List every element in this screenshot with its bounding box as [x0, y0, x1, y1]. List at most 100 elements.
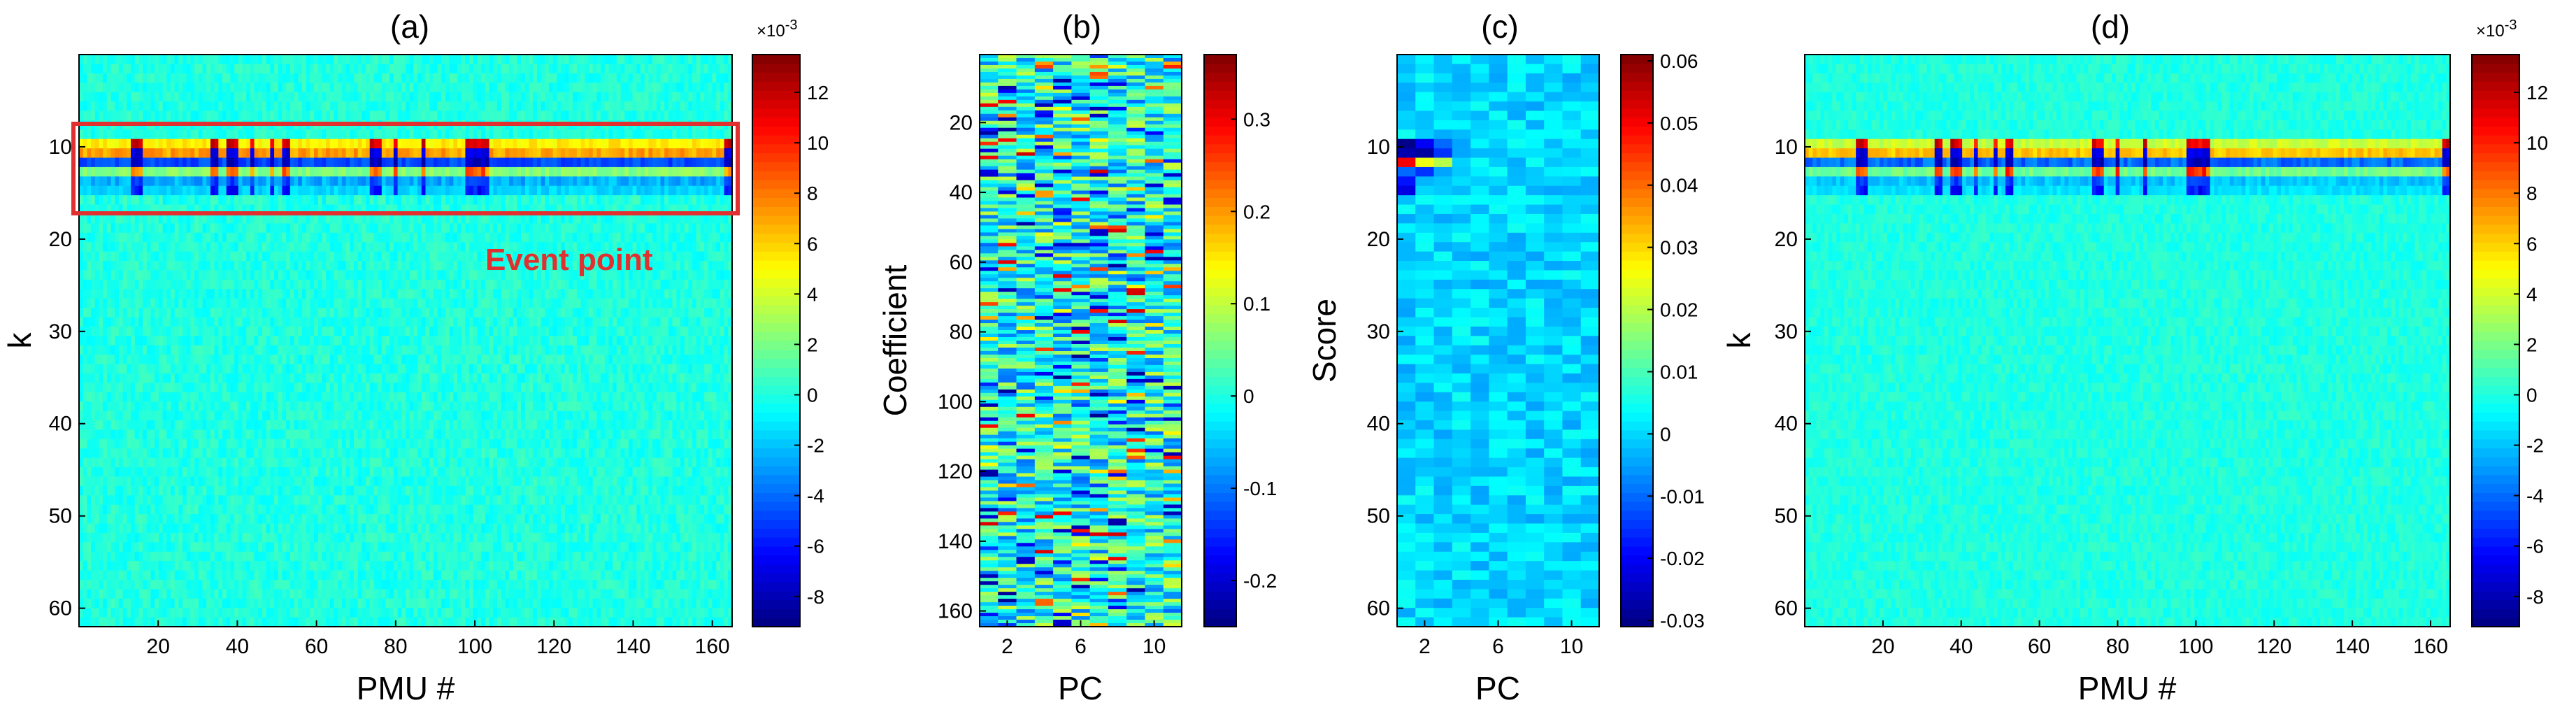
- heatmap-cell: [688, 157, 693, 168]
- heatmap-cell: [286, 185, 291, 196]
- heatmap-cell: [564, 279, 570, 290]
- heatmap-cell: [270, 298, 275, 308]
- heatmap-cell: [680, 176, 685, 187]
- heatmap-cell: [79, 242, 84, 252]
- heatmap-cell: [314, 64, 319, 74]
- heatmap-cell: [704, 148, 709, 159]
- heatmap-cell: [110, 111, 115, 121]
- heatmap-cell: [708, 111, 713, 121]
- heatmap-cell: [127, 213, 131, 224]
- heatmap-cell: [274, 251, 279, 262]
- heatmap-cell: [604, 148, 610, 159]
- heatmap-cell: [198, 298, 203, 308]
- heatmap-cell: [329, 289, 335, 299]
- heatmap-cell: [477, 298, 482, 308]
- heatmap-cell: [362, 326, 366, 336]
- heatmap-cell: [110, 242, 115, 252]
- heatmap-cell: [155, 111, 159, 121]
- heatmap-cell: [214, 223, 219, 234]
- heatmap-cell: [568, 270, 573, 280]
- heatmap-cell: [118, 213, 124, 224]
- heatmap-cell: [465, 111, 470, 121]
- heatmap-cell: [529, 298, 534, 308]
- heatmap-cell: [110, 55, 115, 65]
- heatmap-cell: [481, 308, 486, 318]
- heatmap-cell: [226, 204, 231, 215]
- heatmap-cell: [628, 204, 634, 215]
- heatmap-cell: [266, 232, 271, 243]
- heatmap-cell: [481, 166, 486, 177]
- heatmap-cell: [552, 317, 558, 327]
- heatmap-cell: [524, 148, 530, 159]
- heatmap-cell: [461, 92, 466, 102]
- heatmap-cell: [557, 213, 561, 224]
- heatmap-cell: [632, 261, 637, 271]
- heatmap-cell: [158, 279, 164, 290]
- heatmap-cell: [724, 308, 729, 318]
- heatmap-cell: [397, 111, 402, 121]
- heatmap-cell: [644, 83, 650, 93]
- heatmap-cell: [242, 195, 247, 206]
- heatmap-cell: [413, 242, 418, 252]
- heatmap-cell: [564, 92, 570, 102]
- heatmap-cell: [493, 92, 498, 102]
- heatmap-cell: [557, 92, 561, 102]
- heatmap-cell: [143, 111, 148, 121]
- heatmap-cell: [604, 204, 610, 215]
- heatmap-cell: [509, 157, 514, 168]
- heatmap-cell: [445, 148, 450, 159]
- heatmap-cell: [326, 270, 331, 280]
- heatmap-cell: [138, 223, 143, 234]
- heatmap-cell: [214, 166, 219, 177]
- heatmap-cell: [413, 64, 418, 74]
- heatmap-cell: [429, 185, 434, 196]
- heatmap-cell: [178, 176, 183, 187]
- heatmap-cell: [270, 166, 275, 177]
- heatmap-cell: [106, 138, 112, 149]
- heatmap-cell: [644, 261, 650, 271]
- heatmap-cell: [226, 64, 231, 74]
- heatmap-cell: [146, 195, 152, 206]
- heatmap-cell: [270, 326, 275, 336]
- heatmap-cell: [501, 270, 506, 280]
- heatmap-cell: [704, 64, 709, 74]
- heatmap-cell: [286, 64, 291, 74]
- heatmap-cell: [381, 101, 387, 112]
- heatmap-cell: [353, 308, 359, 318]
- heatmap-cell: [680, 251, 685, 262]
- heatmap-cell: [218, 64, 223, 74]
- heatmap-cell: [501, 157, 506, 168]
- heatmap-cell: [477, 289, 482, 299]
- heatmap-cell: [266, 195, 271, 206]
- heatmap-cell: [329, 298, 335, 308]
- heatmap-cell: [94, 242, 100, 252]
- heatmap-cell: [641, 298, 645, 308]
- heatmap-cell: [262, 279, 267, 290]
- heatmap-cell: [437, 166, 442, 177]
- heatmap-cell: [604, 83, 610, 93]
- heatmap-cell: [230, 195, 235, 206]
- heatmap-cell: [505, 326, 510, 336]
- heatmap-cell: [350, 261, 355, 271]
- heatmap-cell: [485, 92, 490, 102]
- heatmap-cell: [118, 279, 124, 290]
- heatmap-cell: [496, 317, 502, 327]
- heatmap-cell: [206, 92, 211, 102]
- heatmap-cell: [150, 111, 155, 121]
- heatmap-cell: [413, 195, 418, 206]
- heatmap-cell: [103, 111, 108, 121]
- heatmap-cell: [301, 336, 307, 346]
- heatmap-cell: [238, 223, 243, 234]
- heatmap-cell: [668, 138, 673, 149]
- heatmap-cell: [118, 308, 124, 318]
- heatmap-cell: [178, 92, 183, 102]
- heatmap-cell: [541, 261, 545, 271]
- heatmap-cell: [664, 157, 669, 168]
- heatmap-cell: [138, 64, 143, 74]
- heatmap-cell: [186, 73, 192, 83]
- heatmap-cell: [656, 279, 661, 290]
- heatmap-cell: [262, 195, 267, 206]
- heatmap-cell: [457, 270, 462, 280]
- heatmap-cell: [322, 176, 327, 187]
- heatmap-cell: [481, 148, 486, 159]
